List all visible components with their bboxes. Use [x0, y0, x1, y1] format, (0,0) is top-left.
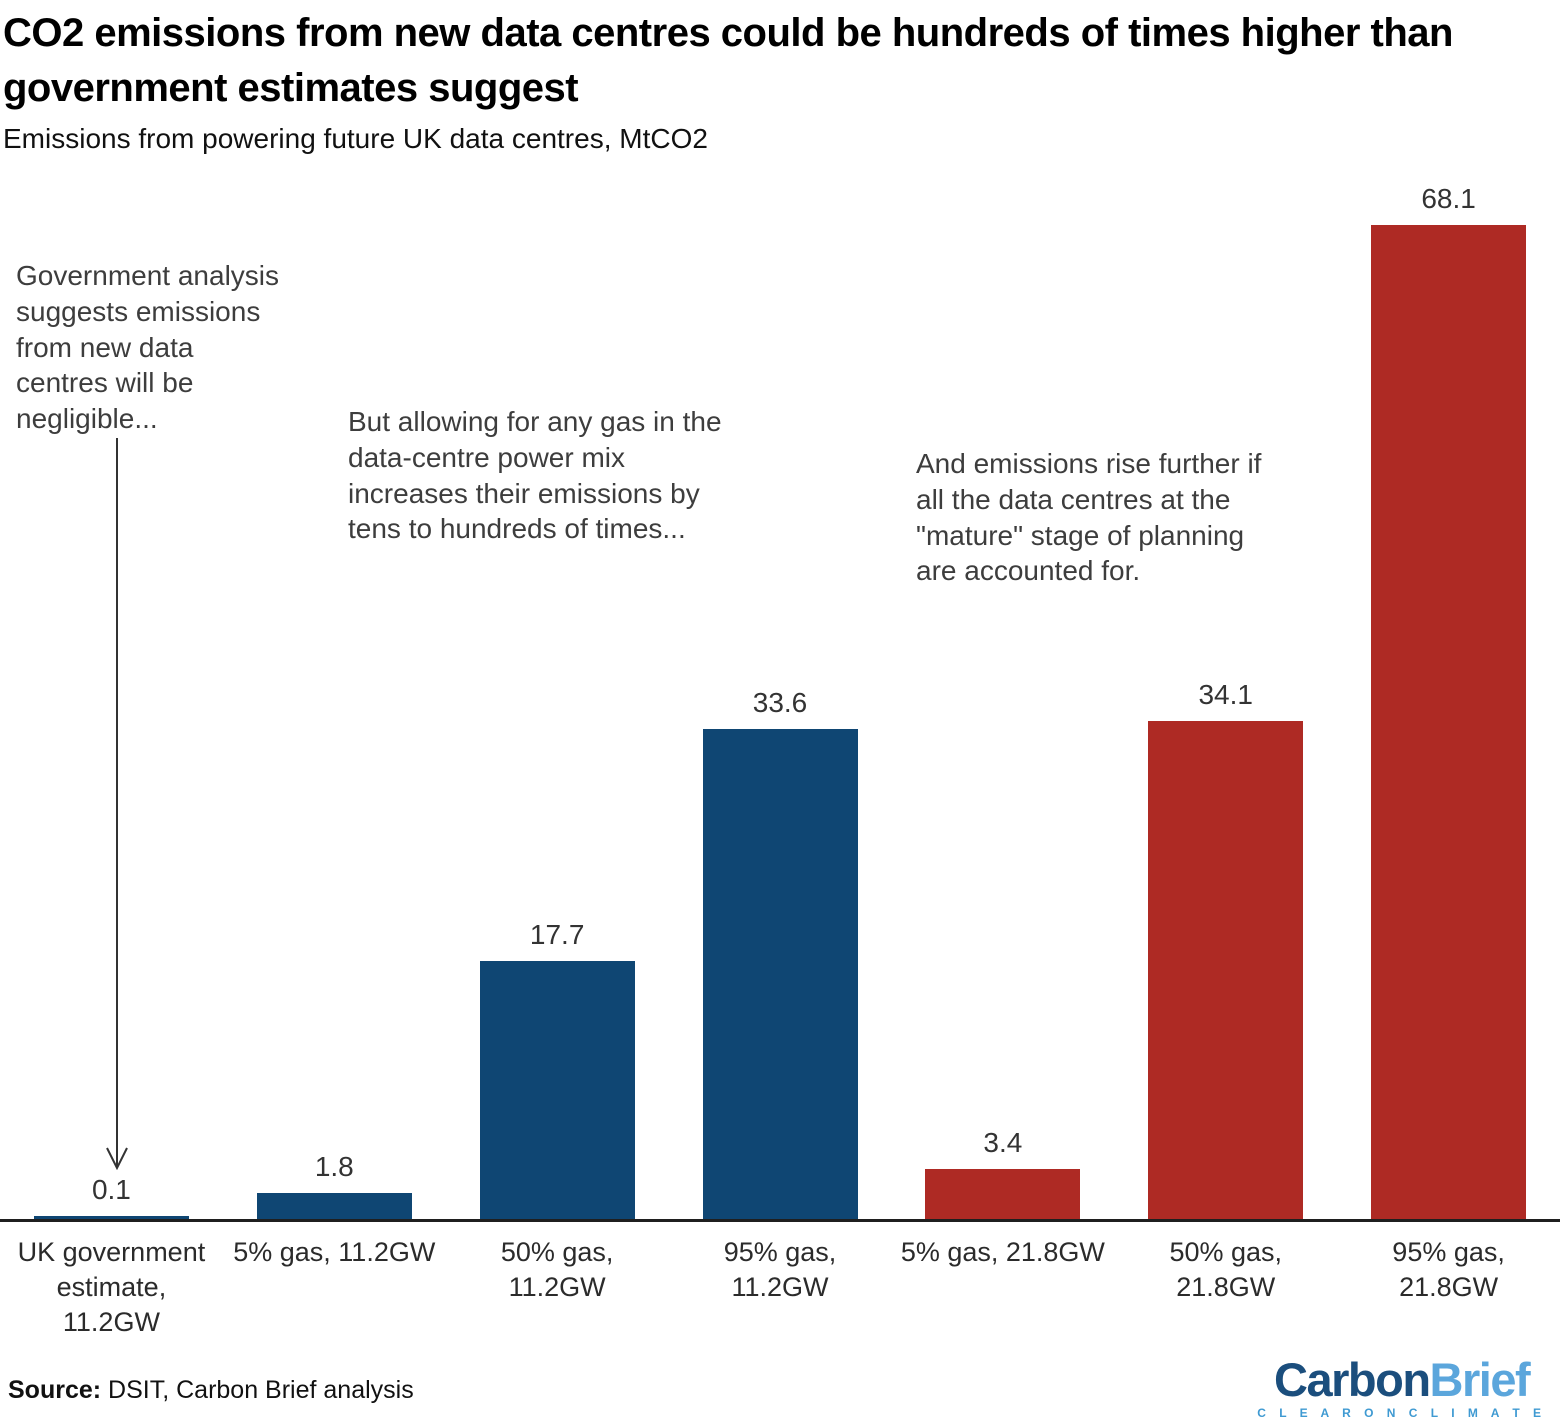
- x-axis-tick-label: 95% gas, 21.8GW: [1392, 1236, 1505, 1303]
- bars-row: 0.1 1.8 17.7 33.6 3.4 34.1 68.1: [0, 170, 1560, 1219]
- bar: [33, 1215, 189, 1219]
- bar-column: 1.8: [223, 170, 446, 1219]
- bar: [925, 1168, 1081, 1219]
- bar-column: 0.1: [0, 170, 223, 1219]
- source-text: DSIT, Carbon Brief analysis: [101, 1376, 414, 1405]
- bar-value-label: 68.1: [1421, 183, 1476, 215]
- chart-footer: Source: DSIT, Carbon Brief analysis Carb…: [0, 1356, 1560, 1419]
- source-note: Source: DSIT, Carbon Brief analysis: [8, 1376, 414, 1419]
- x-axis-tick-label: 5% gas, 21.8GW: [900, 1236, 1105, 1267]
- bar-value-label: 34.1: [1198, 679, 1253, 711]
- x-axis-tick-label: 5% gas, 11.2GW: [233, 1236, 436, 1267]
- x-axis-tick-label: UK government estimate, 11.2GW: [17, 1236, 206, 1338]
- x-axis-tick-label: 50% gas, 11.2GW: [500, 1236, 614, 1303]
- logo-carbon-text: Carbon: [1274, 1353, 1431, 1407]
- logo-tagline: C L E A R O N C L I M A T E: [1257, 1406, 1546, 1420]
- bar-value-label: 1.8: [314, 1151, 354, 1183]
- bar-chart-plot-area: 0.1 1.8 17.7 33.6 3.4 34.1 68.1 Government ana…: [0, 170, 1560, 1219]
- bar: [702, 728, 858, 1219]
- chart-header: CO2 emissions from new data centres coul…: [0, 6, 1560, 156]
- annotation-gas-mix: But allowing for any gas in the data-cen…: [348, 405, 722, 545]
- chart-title: CO2 emissions from new data centres coul…: [3, 6, 1550, 116]
- chart-title-line1: CO2 emissions from new data centres coul…: [3, 11, 1453, 55]
- bar-value-label: 33.6: [752, 687, 808, 719]
- bar-value-label: 0.1: [91, 1174, 131, 1206]
- bar-value-label: 17.7: [529, 919, 585, 951]
- logo-brief-text: Brief: [1429, 1353, 1531, 1407]
- bar-column: 17.7: [446, 170, 669, 1219]
- source-label: Source:: [8, 1376, 102, 1405]
- bar-column: 34.1: [1114, 170, 1337, 1219]
- chart-subtitle: Emissions from powering future UK data c…: [3, 123, 708, 155]
- x-axis-tick-label: 95% gas, 11.2GW: [723, 1236, 837, 1303]
- bar-column: 33.6: [669, 170, 892, 1219]
- carbonbrief-logo: CarbonBrief C L E A R O N C L I M A T E: [1257, 1356, 1546, 1419]
- bar-column: 3.4: [891, 170, 1114, 1219]
- bar: [479, 960, 635, 1219]
- x-axis-tick-label: 50% gas, 21.8GW: [1169, 1236, 1283, 1303]
- x-axis-category-labels: UK government estimate, 11.2GW 5% gas, 11…: [0, 1235, 1560, 1340]
- carbonbrief-wordmark: CarbonBrief: [1257, 1356, 1546, 1403]
- bar: [1371, 224, 1527, 1219]
- bar-column: 68.1: [1337, 170, 1560, 1219]
- down-arrow-icon: [106, 437, 128, 1170]
- chart-title-line2: government estimates suggest: [3, 66, 579, 111]
- chart-page: CO2 emissions from new data centres coul…: [0, 6, 1560, 1419]
- annotation-mature-stage: And emissions rise further if all the da…: [916, 447, 1262, 587]
- annotation-government-estimate: Government analysis suggests emissions f…: [16, 259, 280, 435]
- bar: [256, 1192, 412, 1219]
- bar: [1148, 720, 1304, 1219]
- x-axis-line: [0, 1218, 1560, 1222]
- bar-value-label: 3.4: [983, 1127, 1023, 1159]
